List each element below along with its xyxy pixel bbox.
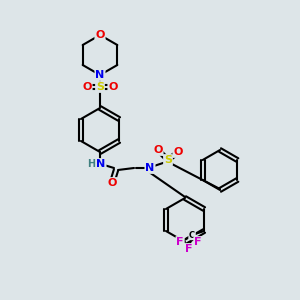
Text: F: F xyxy=(185,244,193,254)
Text: F: F xyxy=(194,237,202,247)
Text: N: N xyxy=(95,70,105,80)
Text: N: N xyxy=(146,163,154,173)
Text: O: O xyxy=(95,30,105,40)
Text: N: N xyxy=(96,159,106,169)
Text: S: S xyxy=(96,82,104,92)
Text: H: H xyxy=(87,159,95,169)
Text: C: C xyxy=(189,230,195,239)
Text: F: F xyxy=(176,237,184,247)
Text: O: O xyxy=(107,178,117,188)
Text: O: O xyxy=(173,147,183,157)
Text: O: O xyxy=(108,82,118,92)
Text: O: O xyxy=(153,145,163,155)
Text: O: O xyxy=(82,82,92,92)
Text: S: S xyxy=(164,155,172,165)
